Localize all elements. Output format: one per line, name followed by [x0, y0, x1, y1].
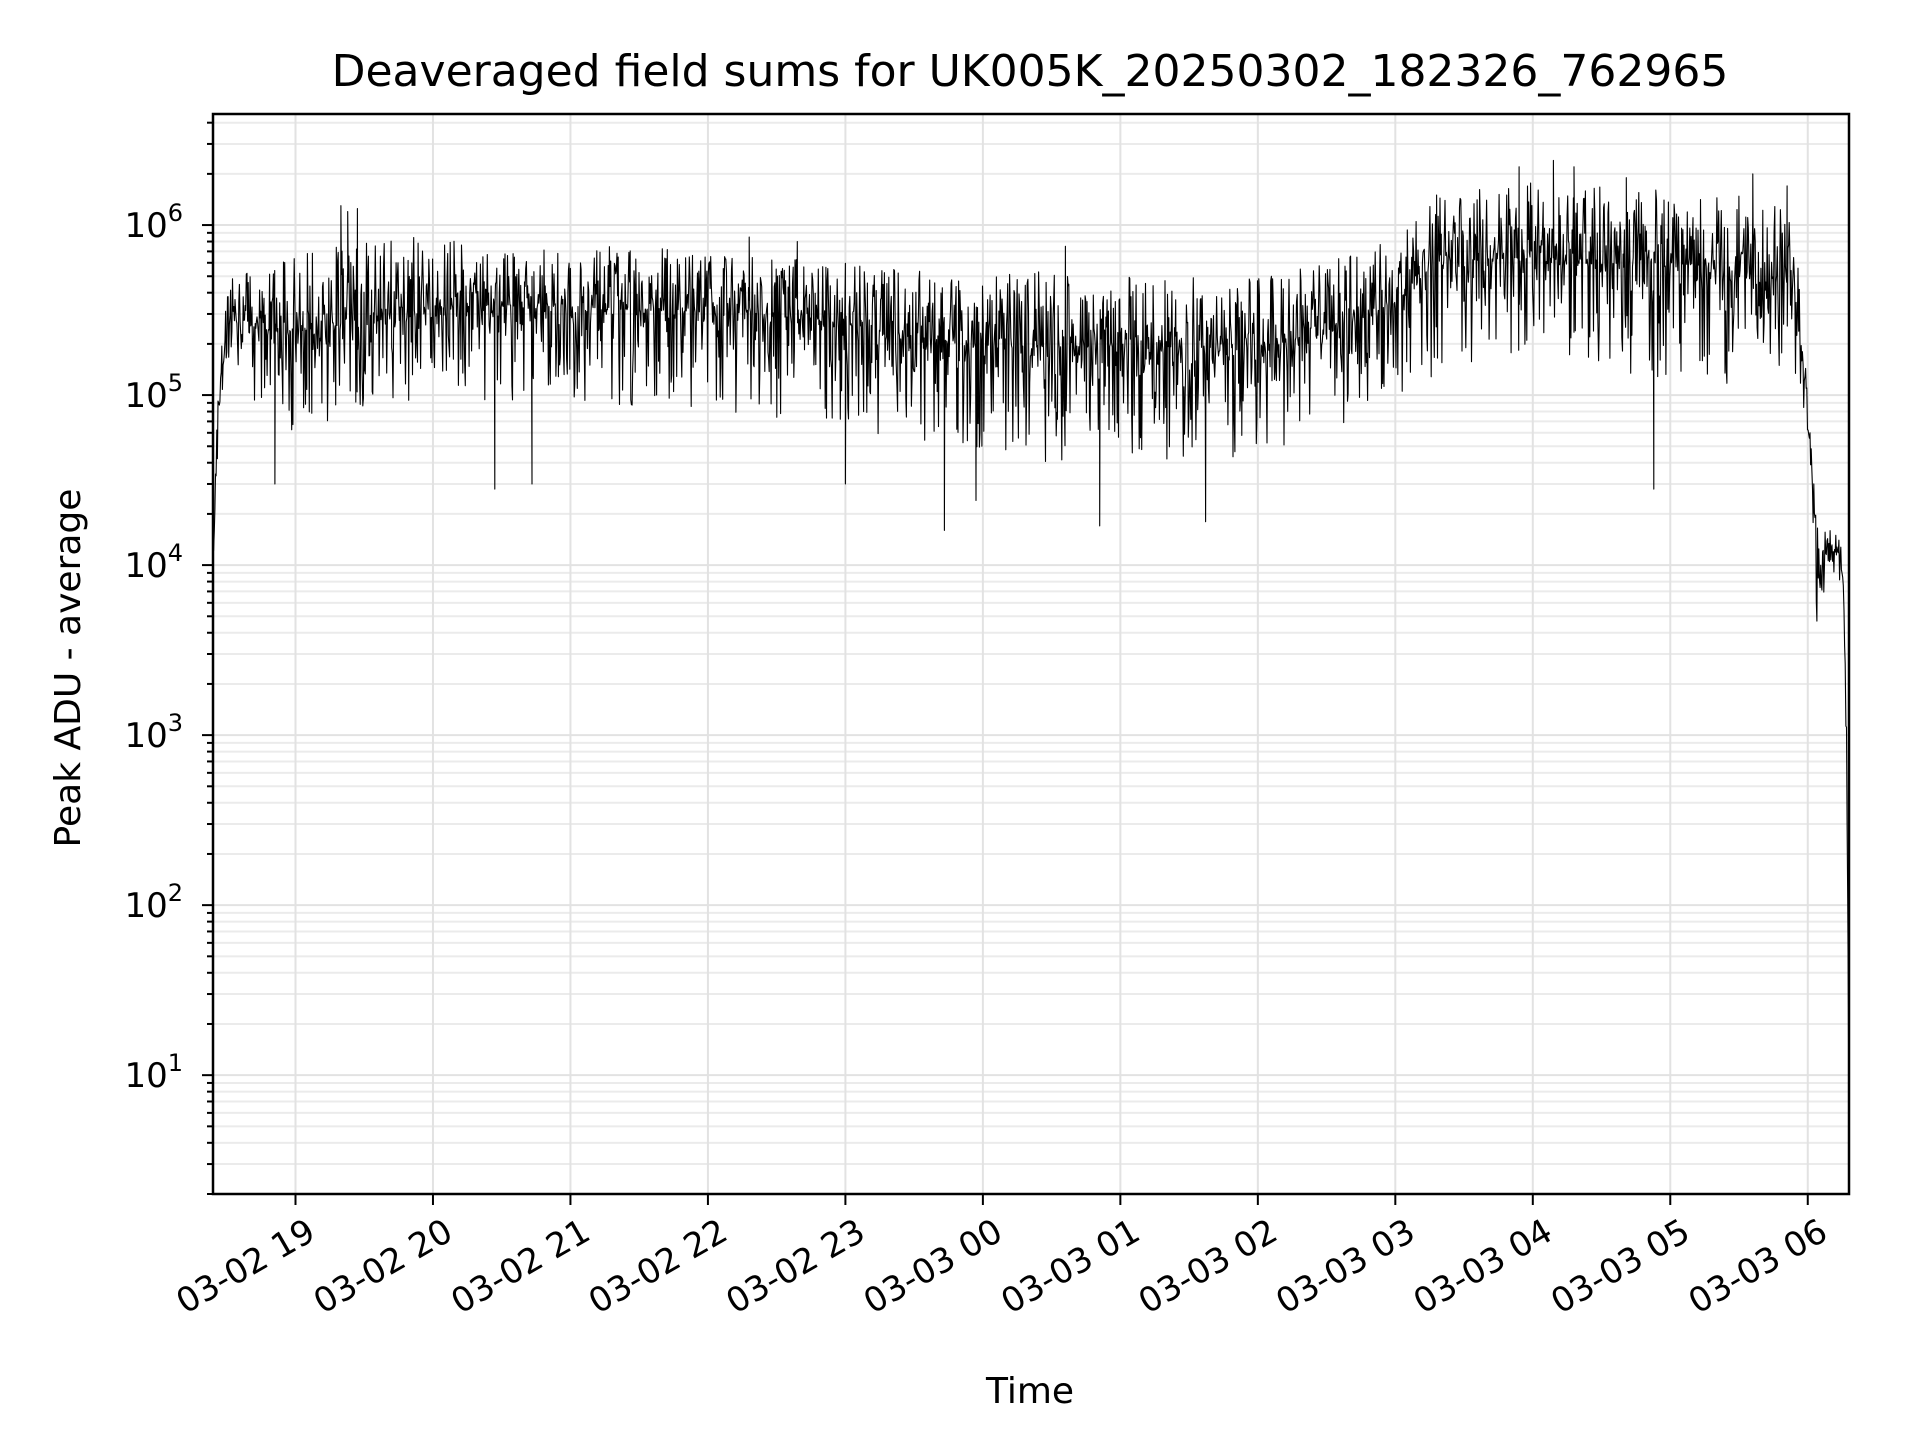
y-tick-label: 105 [124, 369, 183, 416]
series-layer [212, 159, 1850, 1143]
y-tick-label-exponent: 5 [168, 369, 183, 397]
y-tick-label: 101 [124, 1049, 183, 1096]
y-tick-label-base: 10 [124, 376, 167, 416]
y-tick-label-base: 10 [124, 716, 167, 756]
y-tick-label-exponent: 3 [168, 709, 183, 737]
y-tick-label-exponent: 4 [168, 539, 183, 567]
y-tick-label-exponent: 2 [168, 879, 183, 907]
y-tick-label-exponent: 6 [168, 199, 183, 227]
chart-title: Deaveraged field sums for UK005K_2025030… [332, 46, 1729, 97]
y-tick-label: 104 [124, 539, 183, 586]
series-line [212, 159, 1850, 1143]
y-axis-label: Peak ADU - average [48, 489, 89, 848]
y-tick-label: 102 [124, 879, 183, 926]
y-tick-label-base: 10 [124, 886, 167, 926]
y-tick-label-base: 10 [124, 206, 167, 246]
x-axis-label: Time [985, 1371, 1074, 1412]
y-tick-label-base: 10 [124, 1056, 167, 1096]
y-tick-label: 103 [124, 709, 183, 756]
grid-layer [213, 114, 1849, 1195]
y-tick-label: 106 [124, 199, 183, 246]
y-tick-label-base: 10 [124, 546, 167, 586]
y-tick-label-exponent: 1 [168, 1049, 183, 1077]
